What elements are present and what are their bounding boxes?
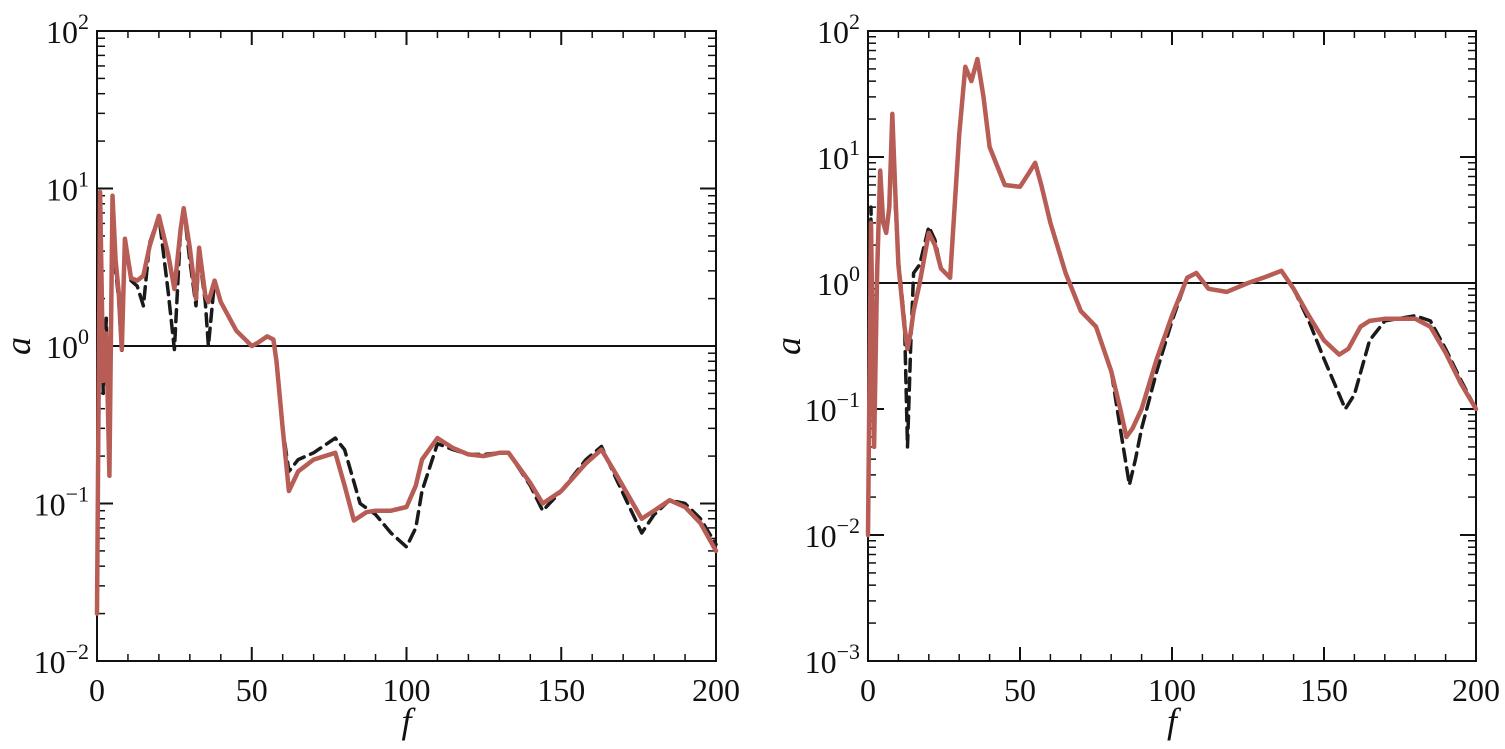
y-tick-label: 100 (46, 324, 89, 365)
x-tick-label: 100 (383, 672, 431, 708)
y-tick-label: 102 (817, 9, 860, 50)
y-axis-label: a (768, 337, 808, 355)
x-tick-label: 0 (860, 672, 876, 708)
y-tick-label: 10−2 (805, 513, 860, 554)
y-axis-label: a (0, 337, 38, 355)
x-tick-label: 100 (1148, 672, 1196, 708)
y-tick-label: 10−1 (805, 387, 860, 428)
x-tick-label: 150 (537, 672, 585, 708)
x-tick-label: 50 (1004, 672, 1036, 708)
x-tick-label: 0 (89, 672, 105, 708)
y-tick-label: 101 (46, 167, 89, 208)
x-tick-label: 150 (1300, 672, 1348, 708)
x-tick-label: 200 (692, 672, 740, 708)
y-tick-label: 10−2 (34, 639, 89, 680)
series-solid-line (94, 189, 719, 616)
x-tick-label: 200 (1452, 672, 1500, 708)
y-tick-label: 10−1 (34, 482, 89, 523)
y-tick-label: 10−3 (805, 639, 860, 680)
y-tick-label: 102 (46, 9, 89, 50)
y-tick-label: 101 (817, 135, 860, 176)
x-tick-label: 50 (236, 672, 268, 708)
y-tick-label: 100 (817, 261, 860, 302)
series-solid-line (865, 56, 1479, 538)
